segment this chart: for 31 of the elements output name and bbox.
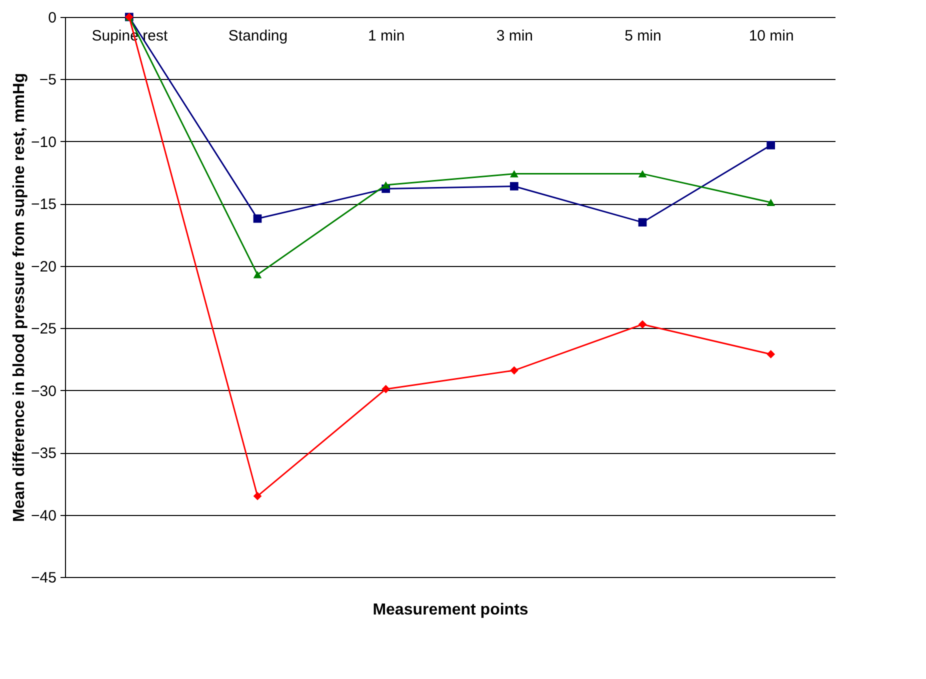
point (638, 218, 647, 227)
x-tick-label: 10 min (748, 28, 794, 44)
y-axis-title: Mean difference in blood pressure from supine rest, mmHg (11, 73, 28, 522)
point (766, 198, 776, 206)
point (766, 350, 776, 358)
point (510, 182, 518, 190)
point (510, 170, 518, 178)
y-tick-label: −40 (31, 507, 56, 524)
y-tick-label: −15 (31, 196, 56, 214)
y-tick-label: −35 (31, 445, 56, 462)
point (638, 320, 647, 329)
point (382, 181, 390, 189)
y-tick-label: −20 (31, 258, 56, 276)
x-tick-label: 3 min (496, 28, 534, 44)
y-tick-label: −25 (31, 320, 56, 338)
y-tick-label: −45 (31, 570, 56, 586)
point (510, 366, 518, 375)
point (253, 214, 262, 223)
x-axis-title: Measurement points (372, 602, 528, 618)
y-tick-label: −10 (31, 134, 56, 151)
y-tick-label: −5 (39, 72, 56, 89)
point (766, 140, 776, 150)
point (382, 384, 390, 394)
point (253, 492, 262, 500)
point (253, 270, 262, 278)
point (638, 170, 647, 178)
y-tick-label: −30 (31, 382, 56, 400)
x-tick-label: 1 min (368, 28, 405, 44)
y-tick-label: 0 (48, 10, 56, 26)
x-tick-label: 5 min (624, 28, 662, 44)
x-tick-label: Standing (228, 28, 288, 44)
